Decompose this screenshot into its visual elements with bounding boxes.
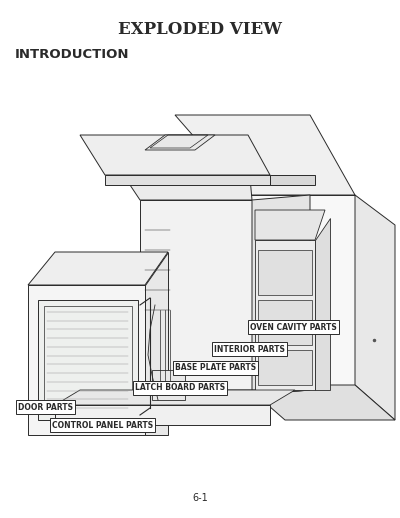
- Polygon shape: [38, 300, 138, 420]
- Polygon shape: [140, 390, 310, 395]
- Polygon shape: [80, 135, 270, 175]
- Text: DOOR PARTS: DOOR PARTS: [18, 402, 73, 411]
- Text: INTRODUCTION: INTRODUCTION: [15, 48, 130, 61]
- Polygon shape: [315, 218, 330, 390]
- Polygon shape: [145, 252, 168, 435]
- Text: BASE PLATE PARTS: BASE PLATE PARTS: [175, 364, 256, 372]
- Polygon shape: [270, 175, 315, 185]
- Polygon shape: [140, 200, 252, 395]
- Polygon shape: [355, 195, 395, 420]
- Polygon shape: [245, 385, 395, 420]
- Polygon shape: [145, 135, 215, 150]
- Polygon shape: [105, 175, 270, 185]
- Polygon shape: [28, 285, 145, 435]
- Polygon shape: [28, 252, 168, 285]
- Text: 6-1: 6-1: [192, 493, 208, 503]
- Polygon shape: [110, 155, 252, 200]
- Polygon shape: [255, 210, 325, 240]
- Polygon shape: [245, 195, 355, 385]
- Text: CONTROL PANEL PARTS: CONTROL PANEL PARTS: [52, 421, 153, 429]
- Polygon shape: [55, 390, 295, 405]
- Text: OVEN CAVITY PARTS: OVEN CAVITY PARTS: [250, 323, 337, 332]
- Polygon shape: [55, 405, 270, 425]
- Polygon shape: [258, 300, 312, 345]
- Text: LATCH BOARD PARTS: LATCH BOARD PARTS: [135, 383, 225, 393]
- Polygon shape: [258, 350, 312, 385]
- Text: EXPLODED VIEW: EXPLODED VIEW: [118, 21, 282, 38]
- Text: INTERIOR PARTS: INTERIOR PARTS: [214, 344, 285, 353]
- Polygon shape: [252, 195, 310, 395]
- Polygon shape: [255, 240, 315, 390]
- Polygon shape: [175, 115, 355, 195]
- Polygon shape: [152, 370, 185, 400]
- Polygon shape: [258, 250, 312, 295]
